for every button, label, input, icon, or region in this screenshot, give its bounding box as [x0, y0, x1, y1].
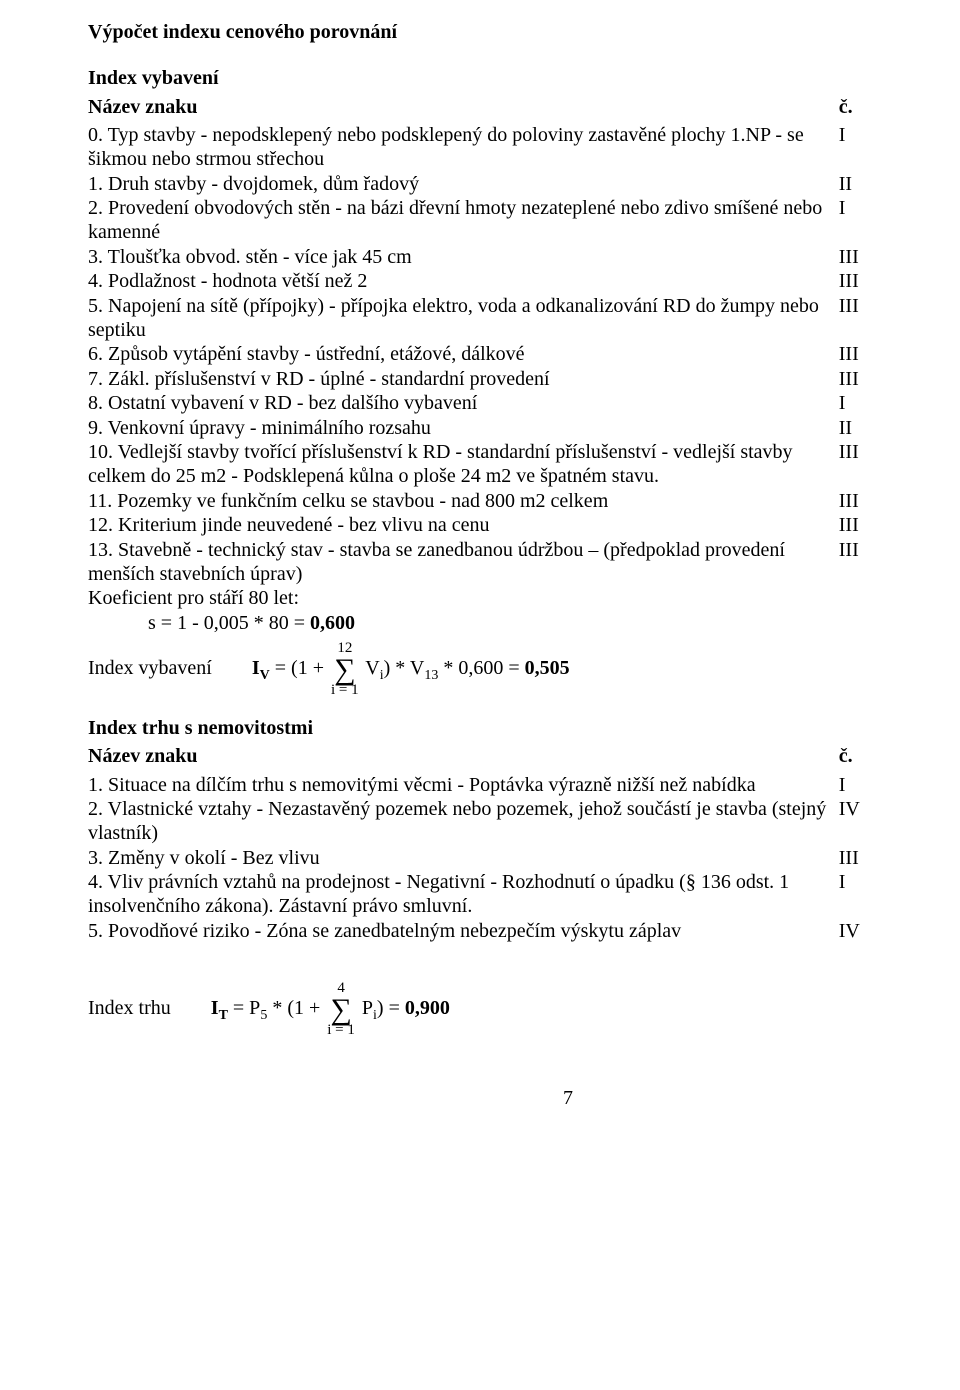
cell-value: 0,02	[925, 269, 960, 293]
cell-value: -0,04	[925, 870, 960, 919]
cell-value: 0,00	[925, 513, 960, 537]
cell-code: IV	[839, 919, 925, 943]
cell-name: 5. Povodňové riziko - Zóna se zanedbatel…	[88, 919, 839, 943]
table-row: 4. Vliv právních vztahů na prodejnost - …	[88, 870, 960, 919]
cell-name: 10. Vedlejší stavby tvořící příslušenstv…	[88, 440, 839, 489]
table-row: 8. Ostatní vybavení v RD - bez dalšího v…	[88, 391, 960, 415]
cell-value: -0,08	[925, 196, 960, 245]
cell-value: 0,85	[925, 538, 960, 587]
cell-name: 6. Způsob vytápění stavby - ústřední, et…	[88, 342, 839, 366]
table-row: 2. Provedení obvodových stěn - na bázi d…	[88, 196, 960, 245]
cell-code: I	[839, 196, 925, 245]
cell-value: 0,05	[925, 440, 960, 489]
cell-name: 4. Vliv právních vztahů na prodejnost - …	[88, 870, 839, 919]
table-row: 9. Venkovní úpravy - minimálního rozsahu…	[88, 416, 960, 440]
col-val-header: Pi	[925, 744, 960, 772]
table-row: 3. Změny v okolí - Bez vlivuIII0,00	[88, 846, 960, 870]
table-row: 5. Povodňové riziko - Zóna se zanedbatel…	[88, 919, 960, 943]
cell-code: I	[839, 870, 925, 919]
table-row: 0. Typ stavby - nepodsklepený nebo podsk…	[88, 123, 960, 172]
cell-name: 8. Ostatní vybavení v RD - bez dalšího v…	[88, 391, 839, 415]
cell-code: III	[839, 294, 925, 343]
cell-name: 3. Změny v okolí - Bez vlivu	[88, 846, 839, 870]
col-name-header: Název znaku	[88, 744, 839, 772]
cell-value: 0,00	[925, 797, 960, 846]
table-row: 10. Vedlejší stavby tvořící příslušenstv…	[88, 440, 960, 489]
iv-formula-line: Index vybavení IV = (1 + 12 ∑ i = 1 Vi) …	[88, 641, 960, 698]
table-row: 5. Napojení na sítě (přípojky) - přípojk…	[88, 294, 960, 343]
cell-code: II	[839, 172, 925, 196]
cell-name: 7. Zákl. příslušenství v RD - úplné - st…	[88, 367, 839, 391]
table-row: 4. Podlažnost - hodnota větší než 2III0,…	[88, 269, 960, 293]
section2-heading: Index trhu s nemovitostmi	[88, 716, 960, 740]
cell-name: 1. Druh stavby - dvojdomek, dům řadový	[88, 172, 839, 196]
cell-value: 1,00	[925, 919, 960, 943]
cell-value: -0,06	[925, 773, 960, 797]
cell-code: III	[839, 269, 925, 293]
table-header-row: Název znaku č. Vi	[88, 95, 960, 123]
page-number: 7	[88, 1086, 960, 1110]
col-name-header: Název znaku	[88, 95, 839, 123]
table-row: 2. Vlastnické vztahy - Nezastavěný pozem…	[88, 797, 960, 846]
cell-value: 0,00	[925, 342, 960, 366]
cell-name: 2. Provedení obvodových stěn - na bázi d…	[88, 196, 839, 245]
cell-value: -0,03	[925, 416, 960, 440]
table-vybaveni: Název znaku č. Vi 0. Typ stavby - nepods…	[88, 95, 960, 587]
coef-formula: s = 1 - 0,005 * 80 = 0,600	[88, 611, 960, 635]
cell-value: 0,01	[925, 489, 960, 513]
it-label: Index trhu	[88, 997, 171, 1019]
cell-name: 3. Tloušťka obvod. stěn - více jak 45 cm	[88, 245, 839, 269]
cell-code: III	[839, 367, 925, 391]
cell-code: I	[839, 391, 925, 415]
iv-label: Index vybavení	[88, 657, 212, 679]
table-row: 11. Pozemky ve funkčním celku se stavbou…	[88, 489, 960, 513]
cell-code: III	[839, 846, 925, 870]
cell-name: 9. Venkovní úpravy - minimálního rozsahu	[88, 416, 839, 440]
cell-name: 12. Kriterium jinde neuvedené - bez vliv…	[88, 513, 839, 537]
col-val-header: Vi	[925, 95, 960, 123]
coef-label: Koeficient pro stáří 80 let:	[88, 586, 960, 610]
cell-value: typ A	[925, 123, 960, 172]
sigma-icon: 4 ∑ i = 1	[327, 981, 355, 1038]
cell-value: 0,00	[925, 367, 960, 391]
cell-value: 0,00	[925, 294, 960, 343]
cell-code: III	[839, 538, 925, 587]
cell-name: 4. Podlažnost - hodnota větší než 2	[88, 269, 839, 293]
col-code-header: č.	[839, 95, 925, 123]
table-row: 13. Stavebně - technický stav - stavba s…	[88, 538, 960, 587]
table-row: 7. Zákl. příslušenství v RD - úplné - st…	[88, 367, 960, 391]
cell-name: 1. Situace na dílčím trhu s nemovitými v…	[88, 773, 839, 797]
table-header-row: Název znaku č. Pi	[88, 744, 960, 772]
cell-code: I	[839, 773, 925, 797]
cell-value: -0,01	[925, 172, 960, 196]
cell-name: 13. Stavebně - technický stav - stavba s…	[88, 538, 839, 587]
cell-code: II	[839, 416, 925, 440]
cell-name: 0. Typ stavby - nepodsklepený nebo podsk…	[88, 123, 839, 172]
table-row: 1. Situace na dílčím trhu s nemovitými v…	[88, 773, 960, 797]
cell-code: III	[839, 513, 925, 537]
cell-name: 2. Vlastnické vztahy - Nezastavěný pozem…	[88, 797, 839, 846]
cell-name: 5. Napojení na sítě (přípojky) - přípojk…	[88, 294, 839, 343]
table-row: 3. Tloušťka obvod. stěn - více jak 45 cm…	[88, 245, 960, 269]
sigma-icon: 12 ∑ i = 1	[331, 641, 359, 698]
col-code-header: č.	[839, 744, 925, 772]
table-trhu: Název znaku č. Pi 1. Situace na dílčím t…	[88, 744, 960, 943]
cell-code: IV	[839, 797, 925, 846]
table-row: 12. Kriterium jinde neuvedené - bez vliv…	[88, 513, 960, 537]
table-row: 6. Způsob vytápění stavby - ústřední, et…	[88, 342, 960, 366]
cell-code: III	[839, 489, 925, 513]
table-row: 1. Druh stavby - dvojdomek, dům řadovýII…	[88, 172, 960, 196]
cell-value: 0,03	[925, 245, 960, 269]
cell-value: 0,00	[925, 846, 960, 870]
cell-code: III	[839, 342, 925, 366]
cell-name: 11. Pozemky ve funkčním celku se stavbou…	[88, 489, 839, 513]
page-title: Výpočet indexu cenového porovnání	[88, 20, 960, 44]
section1-heading: Index vybavení	[88, 66, 960, 90]
cell-code: III	[839, 245, 925, 269]
cell-code: I	[839, 123, 925, 172]
cell-value: 0,00	[925, 391, 960, 415]
cell-code: III	[839, 440, 925, 489]
it-formula-line: Index trhu IT = P5 * (1 + 4 ∑ i = 1 Pi) …	[88, 981, 960, 1038]
